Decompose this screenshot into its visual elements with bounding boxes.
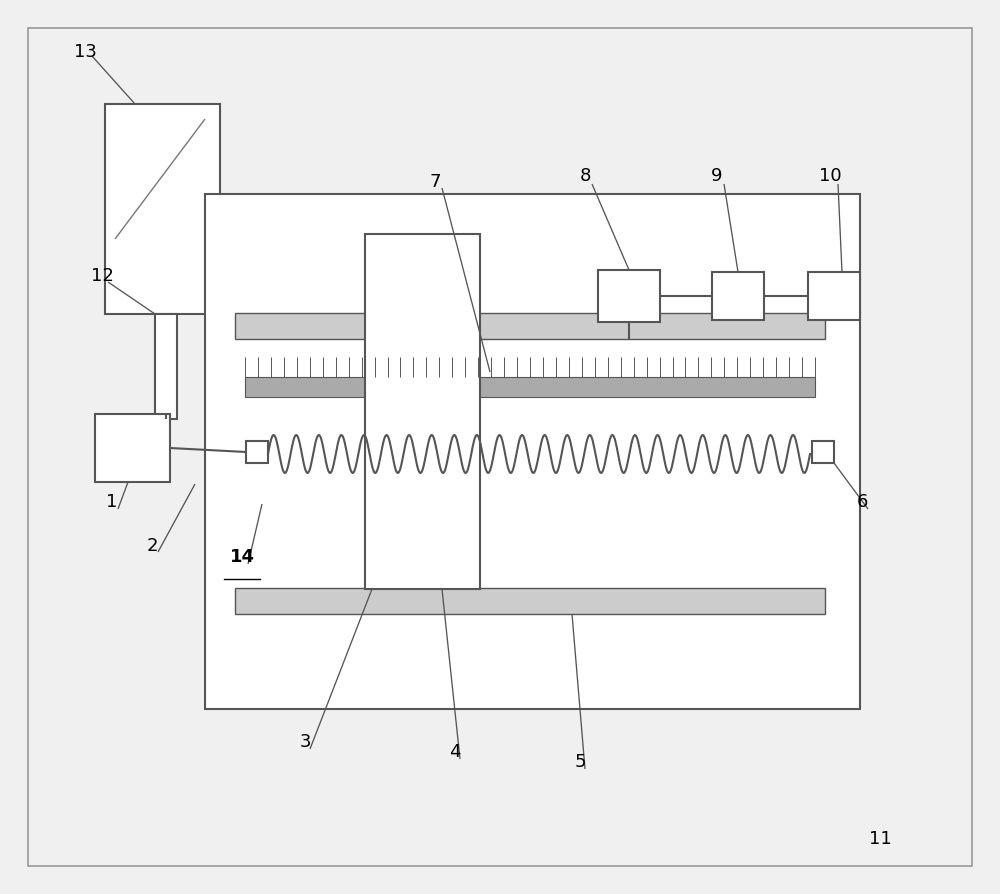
Text: 1: 1 (106, 493, 118, 511)
Bar (365, 234, 480, 589)
Text: 2: 2 (146, 537, 158, 555)
Bar (808, 272, 860, 320)
Text: 9: 9 (711, 167, 723, 185)
Bar (95, 414, 170, 482)
Bar (105, 104, 220, 314)
Text: 4: 4 (449, 743, 461, 761)
Text: 7: 7 (429, 173, 441, 191)
Text: 3: 3 (299, 733, 311, 751)
Text: 13: 13 (74, 43, 96, 61)
Bar (712, 272, 764, 320)
Bar (812, 441, 834, 463)
Text: 14: 14 (230, 548, 254, 566)
Text: 10: 10 (819, 167, 841, 185)
Text: 12: 12 (91, 267, 113, 285)
Text: 6: 6 (856, 493, 868, 511)
Text: 5: 5 (574, 753, 586, 771)
Bar (245, 377, 815, 397)
Bar (598, 270, 660, 322)
Bar (246, 441, 268, 463)
Text: 8: 8 (579, 167, 591, 185)
Bar (155, 314, 177, 419)
Bar (235, 588, 825, 614)
Bar (205, 194, 860, 709)
Bar (235, 313, 825, 339)
Text: 11: 11 (869, 830, 891, 848)
